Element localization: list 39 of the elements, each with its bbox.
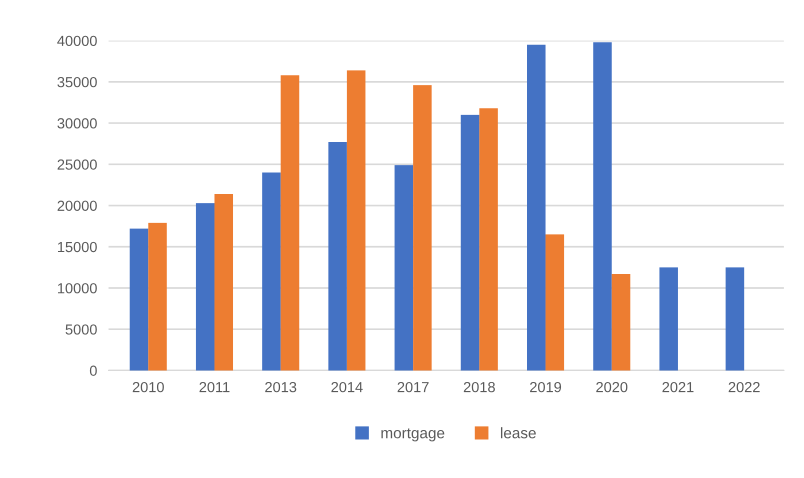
bar (214, 194, 234, 370)
bar (546, 234, 564, 370)
y-tick-label: 25000 (58, 159, 97, 170)
bar (196, 203, 214, 370)
bar (328, 142, 347, 370)
y-tick-label: 15000 (58, 242, 97, 252)
y-tick-label: 0 (90, 366, 97, 376)
bar (527, 44, 546, 370)
x-tick-label: 2020 (596, 382, 628, 392)
y-tick-label: 5000 (66, 324, 97, 335)
x-tick-label: 2021 (662, 382, 694, 392)
legend-label: mortgage (381, 428, 444, 442)
x-tick-label: 2019 (530, 382, 562, 392)
y-tick-label: 10000 (58, 283, 97, 294)
bar (280, 75, 300, 370)
bar (726, 267, 744, 370)
bar (130, 228, 148, 370)
x-tick-label: 2017 (398, 382, 429, 392)
x-tick-label: 2014 (331, 382, 363, 392)
bar (593, 42, 612, 370)
bar (612, 274, 630, 370)
y-tick-label: 20000 (58, 200, 97, 211)
x-tick-label: 2018 (464, 382, 495, 392)
bar (346, 70, 366, 370)
y-tick-label: 40000 (57, 36, 97, 46)
legend-label: lease (500, 427, 536, 438)
y-tick-label: 35000 (57, 76, 97, 88)
bar (460, 114, 480, 370)
bar (148, 222, 167, 370)
x-tick-label: 2010 (132, 382, 164, 392)
bar (413, 85, 432, 370)
x-tick-label: 2011 (200, 382, 230, 392)
bar (659, 267, 678, 370)
y-tick-label: 30000 (57, 118, 97, 129)
bar (262, 172, 281, 370)
x-tick-label: 2013 (265, 382, 296, 392)
bar (479, 108, 498, 370)
bar (394, 165, 414, 370)
x-tick-label: 2022 (728, 382, 760, 392)
